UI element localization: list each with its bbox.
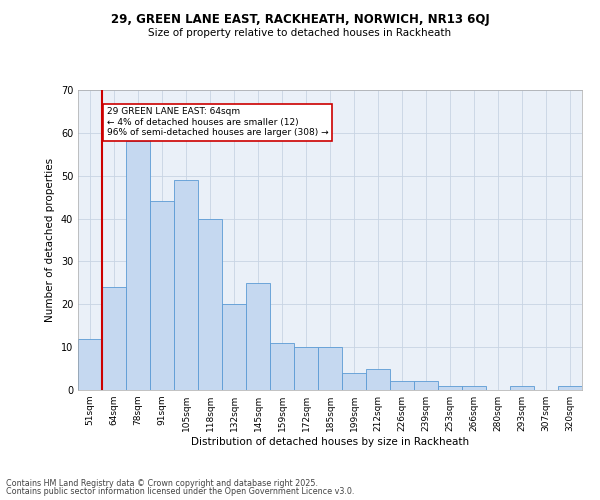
Bar xyxy=(102,287,126,390)
Bar xyxy=(198,218,222,390)
Bar xyxy=(222,304,246,390)
Bar xyxy=(414,382,438,390)
Bar xyxy=(174,180,198,390)
Bar xyxy=(150,202,174,390)
Text: 29 GREEN LANE EAST: 64sqm
← 4% of detached houses are smaller (12)
96% of semi-d: 29 GREEN LANE EAST: 64sqm ← 4% of detach… xyxy=(107,107,328,137)
Bar xyxy=(246,283,270,390)
Bar xyxy=(270,343,294,390)
Y-axis label: Number of detached properties: Number of detached properties xyxy=(45,158,55,322)
Bar xyxy=(390,382,414,390)
Bar xyxy=(78,338,102,390)
Text: Contains public sector information licensed under the Open Government Licence v3: Contains public sector information licen… xyxy=(6,487,355,496)
Bar xyxy=(126,142,150,390)
Bar xyxy=(462,386,486,390)
Bar xyxy=(366,368,390,390)
Bar xyxy=(558,386,582,390)
Bar xyxy=(342,373,366,390)
Text: Contains HM Land Registry data © Crown copyright and database right 2025.: Contains HM Land Registry data © Crown c… xyxy=(6,478,318,488)
X-axis label: Distribution of detached houses by size in Rackheath: Distribution of detached houses by size … xyxy=(191,437,469,447)
Bar xyxy=(294,347,318,390)
Bar xyxy=(318,347,342,390)
Bar xyxy=(510,386,534,390)
Text: 29, GREEN LANE EAST, RACKHEATH, NORWICH, NR13 6QJ: 29, GREEN LANE EAST, RACKHEATH, NORWICH,… xyxy=(110,12,490,26)
Text: Size of property relative to detached houses in Rackheath: Size of property relative to detached ho… xyxy=(148,28,452,38)
Bar xyxy=(438,386,462,390)
